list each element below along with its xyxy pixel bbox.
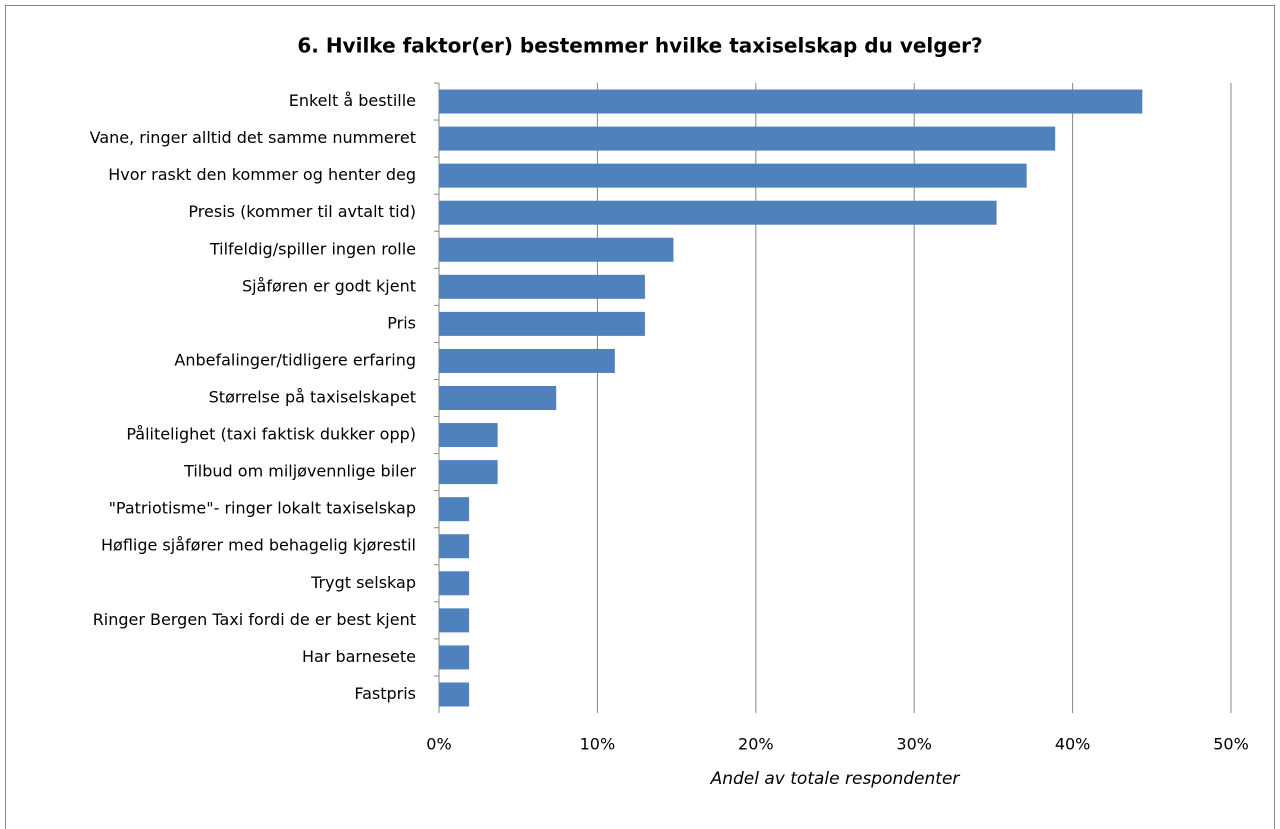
- x-tick-label: 50%: [1213, 735, 1249, 754]
- bar: [439, 497, 470, 522]
- bar: [439, 534, 470, 559]
- bar: [439, 200, 997, 225]
- y-tick-label: Anbefalinger/tidligere erfaring: [174, 350, 416, 369]
- bar: [439, 89, 1143, 114]
- x-tick-label: 0%: [426, 735, 451, 754]
- y-tick-label: Har barnesete: [302, 647, 416, 666]
- bar: [439, 237, 674, 262]
- y-tick-label: Fastpris: [354, 684, 416, 703]
- bar: [439, 163, 1027, 188]
- y-tick-label: Sjåføren er godt kjent: [242, 276, 416, 295]
- bar: [439, 386, 557, 410]
- y-tick-label: Tilbud om miljøvennlige biler: [183, 462, 416, 481]
- x-tick-label: 40%: [1055, 735, 1091, 754]
- bar: [439, 311, 645, 336]
- bar: [439, 460, 498, 485]
- bar: [439, 274, 645, 299]
- y-tick-label: Høflige sjåfører med behagelig kjørestil: [101, 536, 416, 555]
- y-tick-label: Presis (kommer til avtalt tid): [188, 202, 416, 221]
- bar: [439, 571, 470, 596]
- y-tick-label: Enkelt å bestille: [289, 91, 416, 110]
- y-tick-label: "Patriotisme"- ringer lokalt taxiselskap: [109, 499, 416, 518]
- x-tick-label: 20%: [738, 735, 774, 754]
- y-tick-label: Pålitelighet (taxi faktisk dukker opp): [126, 425, 416, 444]
- bar: [439, 645, 470, 670]
- bar: [439, 423, 498, 448]
- x-tick-label: 30%: [896, 735, 932, 754]
- y-tick-label: Trygt selskap: [310, 573, 416, 592]
- y-tick-label: Hvor raskt den kommer og henter deg: [108, 165, 416, 184]
- x-tick-label: 10%: [580, 735, 616, 754]
- y-tick-label: Ringer Bergen Taxi fordi de er best kjen…: [93, 610, 416, 629]
- chart-title: 6. Hvilke faktor(er) bestemmer hvilke ta…: [297, 34, 982, 58]
- y-tick-label: Tilfeldig/spiller ingen rolle: [209, 239, 416, 258]
- y-tick-label: Størrelse på taxiselskapet: [209, 388, 416, 407]
- y-tick-label: Pris: [387, 313, 416, 332]
- y-tick-label: Vane, ringer alltid det samme nummeret: [90, 128, 416, 147]
- bar: [439, 608, 470, 633]
- bar: [439, 682, 470, 707]
- x-axis-title: Andel av totale respondenter: [710, 769, 961, 789]
- bar: [439, 126, 1056, 151]
- bar: [439, 348, 615, 373]
